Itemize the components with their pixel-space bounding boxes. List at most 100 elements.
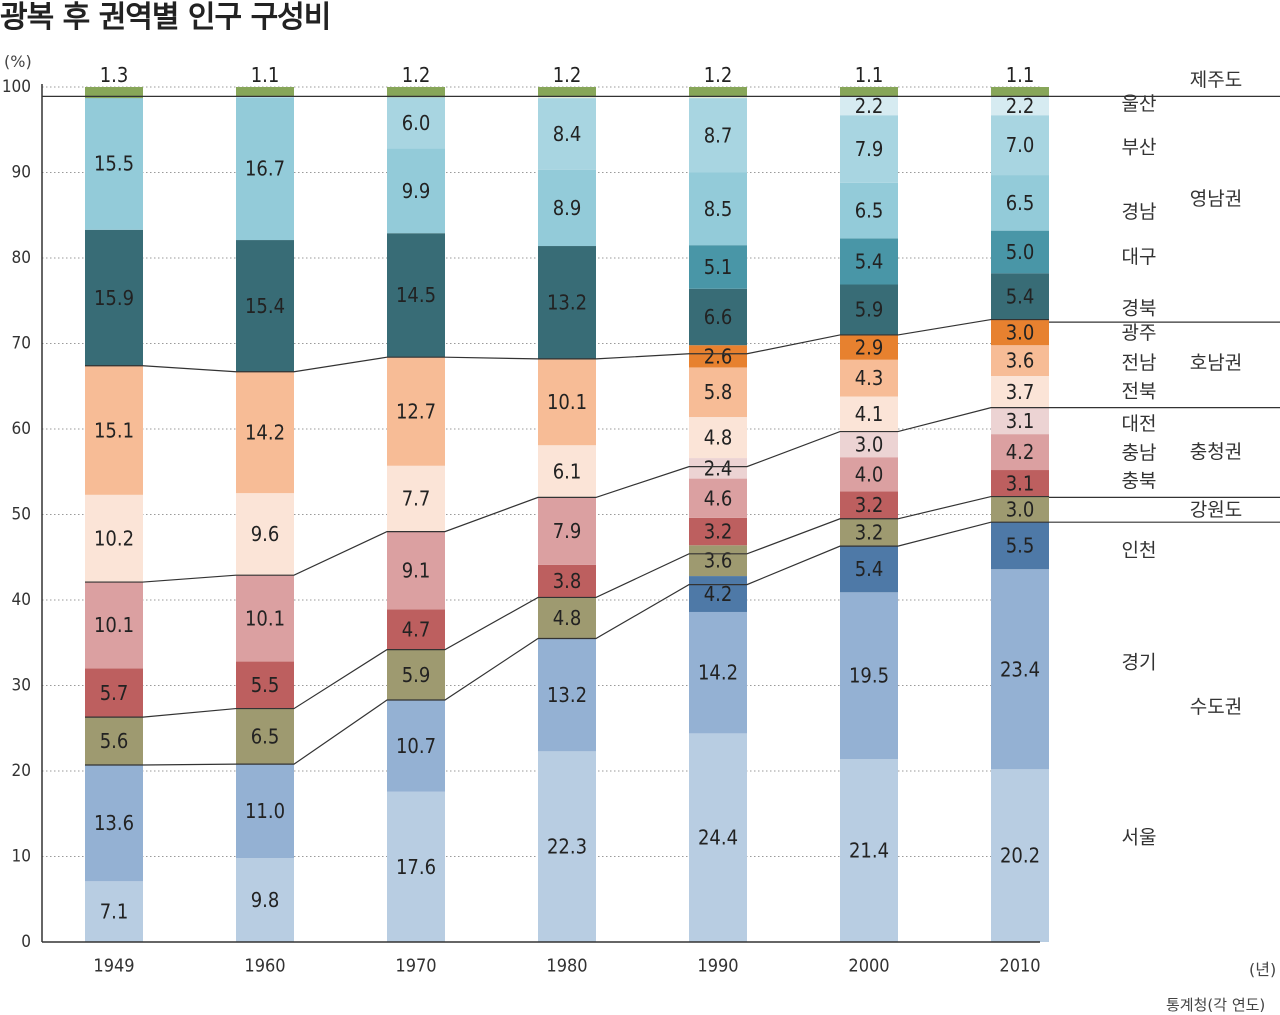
- y-tick-40: 40: [12, 590, 31, 610]
- data-label-jeonnam-1980: 10.1: [547, 390, 587, 414]
- data-label-ulsan-2010: 2.2: [1006, 94, 1035, 118]
- bar-busan-2010: [991, 115, 1049, 176]
- bar-chungbuk-1960: [236, 661, 294, 709]
- bar-gyeonggi-2000: [840, 592, 898, 760]
- data-label-chungnam-2010: 4.2: [1006, 440, 1035, 464]
- data-label-gyeonggi-1949: 13.6: [94, 811, 134, 835]
- bar-daejeon-2010: [991, 407, 1049, 435]
- region-label-충청권: 충청권: [1190, 441, 1242, 463]
- region-label-수도권: 수도권: [1190, 696, 1242, 718]
- data-label-gwangju-2000: 2.9: [855, 335, 884, 359]
- data-label-chungbuk-1949: 5.7: [100, 681, 129, 705]
- data-label-jeonbuk-1980: 6.1: [553, 459, 582, 483]
- data-label-jeonnam-1949: 15.1: [94, 418, 134, 442]
- bar-gyeongbuk-1980: [538, 246, 596, 359]
- bar-gwangju-2000: [840, 334, 898, 360]
- bar-jeonbuk-2000: [840, 396, 898, 432]
- data-label-gyeonggi-1970: 10.7: [396, 734, 436, 758]
- province-label-충북: 충북: [1122, 470, 1157, 492]
- data-label-jeonbuk-2010: 3.7: [1006, 380, 1035, 404]
- bar-busan-1990: [689, 98, 747, 173]
- data-label-chungnam-1980: 7.9: [553, 519, 582, 543]
- bar-gyeonggi-1960: [236, 764, 294, 859]
- data-label-gyeonggi-1980: 13.2: [547, 683, 587, 707]
- bar-gyeonggi-2010: [991, 569, 1049, 770]
- bar-gyeongnam-1970: [387, 148, 445, 234]
- province-label-경기: 경기: [1122, 651, 1157, 673]
- x-tick-1980: 1980: [546, 956, 587, 977]
- bar-gyeonggi-1990: [689, 611, 747, 734]
- bar-jeju-2000: [840, 87, 898, 97]
- data-label-jeju-2000: 1.1: [855, 63, 884, 87]
- data-label-chungnam-1949: 10.1: [94, 613, 134, 637]
- data-label-seoul-1949: 7.1: [100, 900, 129, 924]
- data-label-gangwon-1960: 6.5: [251, 724, 280, 748]
- bar-gyeonggi-1949: [85, 765, 143, 882]
- data-label-jeonnam-2010: 3.6: [1006, 349, 1035, 373]
- bar-gyeongbuk-1960: [236, 240, 294, 372]
- bar-chungnam-1970: [387, 531, 445, 610]
- y-tick-60: 60: [12, 419, 31, 439]
- bar-chungnam-1980: [538, 497, 596, 565]
- bar-seoul-1970: [387, 791, 445, 942]
- province-label-전남: 전남: [1122, 352, 1157, 374]
- data-label-gyeonggi-2010: 23.4: [1000, 657, 1040, 681]
- data-label-seoul-2010: 20.2: [1000, 844, 1040, 868]
- data-label-daejeon-2000: 3.0: [855, 432, 884, 456]
- bar-daegu-2010: [991, 230, 1049, 274]
- bar-chungbuk-2000: [840, 491, 898, 519]
- region-label-영남권: 영남권: [1190, 188, 1242, 210]
- bar-jeonnam-1970: [387, 357, 445, 466]
- data-label-daegu-2010: 5.0: [1006, 240, 1035, 264]
- bar-jeonbuk-1990: [689, 417, 747, 459]
- y-tick-30: 30: [12, 676, 31, 696]
- region-boundary-line-3: [85, 318, 1049, 373]
- bar-gyeonggi-1980: [538, 638, 596, 752]
- bar-jeju-2010: [991, 87, 1049, 97]
- bar-jeju-1980: [538, 87, 596, 98]
- y-tick-80: 80: [12, 248, 31, 268]
- bar-chungbuk-2010: [991, 470, 1049, 497]
- y-tick-10: 10: [12, 847, 31, 867]
- bar-seoul-2000: [840, 759, 898, 942]
- bar-seoul-1949: [85, 881, 143, 942]
- data-label-jeonnam-1960: 14.2: [245, 420, 285, 444]
- data-label-busan-1970: 6.0: [402, 111, 431, 135]
- data-label-seoul-1960: 9.8: [251, 888, 280, 912]
- data-label-seoul-1990: 24.4: [698, 826, 738, 850]
- bar-gangwon-1980: [538, 597, 596, 639]
- data-label-chungbuk-1960: 5.5: [251, 673, 280, 697]
- data-label-jeju-1949: 1.3: [100, 63, 129, 87]
- bar-seoul-1980: [538, 751, 596, 942]
- province-label-대구: 대구: [1122, 246, 1157, 268]
- bar-gwangju-1990: [689, 345, 747, 368]
- bar-jeju-1990: [689, 87, 747, 98]
- x-tick-1970: 1970: [395, 956, 436, 977]
- bar-incheon-2010: [991, 522, 1049, 570]
- data-label-gyeongnam-1949: 15.5: [94, 152, 134, 176]
- data-label-jeonnam-2000: 4.3: [855, 366, 884, 390]
- region-boundary-line-0: [85, 521, 1049, 766]
- x-tick-1990: 1990: [697, 956, 738, 977]
- data-label-jeju-1970: 1.2: [402, 63, 431, 87]
- bar-jeonnam-1990: [689, 367, 747, 418]
- province-label-인천: 인천: [1122, 539, 1157, 561]
- data-label-gyeongbuk-1949: 15.9: [94, 286, 134, 310]
- bar-gangwon-1949: [85, 717, 143, 766]
- data-label-gangwon-2010: 3.0: [1006, 497, 1035, 521]
- bar-gyeongbuk-1949: [85, 229, 143, 366]
- bar-gyeongbuk-2010: [991, 273, 1049, 320]
- bar-jeonbuk-1980: [538, 445, 596, 498]
- data-label-gangwon-1990: 3.6: [704, 549, 733, 573]
- data-label-jeonbuk-1949: 10.2: [94, 526, 134, 550]
- data-label-gyeongbuk-2010: 5.4: [1006, 284, 1035, 308]
- bar-incheon-1990: [689, 576, 747, 612]
- province-label-전북: 전북: [1122, 380, 1157, 402]
- data-label-daejeon-2010: 3.1: [1006, 409, 1035, 433]
- bar-gangwon-2000: [840, 518, 898, 547]
- data-label-jeonbuk-1970: 7.7: [402, 487, 431, 511]
- data-label-daegu-1990: 5.1: [704, 255, 733, 279]
- bar-chungnam-1990: [689, 478, 747, 518]
- province-label-광주: 광주: [1122, 322, 1157, 344]
